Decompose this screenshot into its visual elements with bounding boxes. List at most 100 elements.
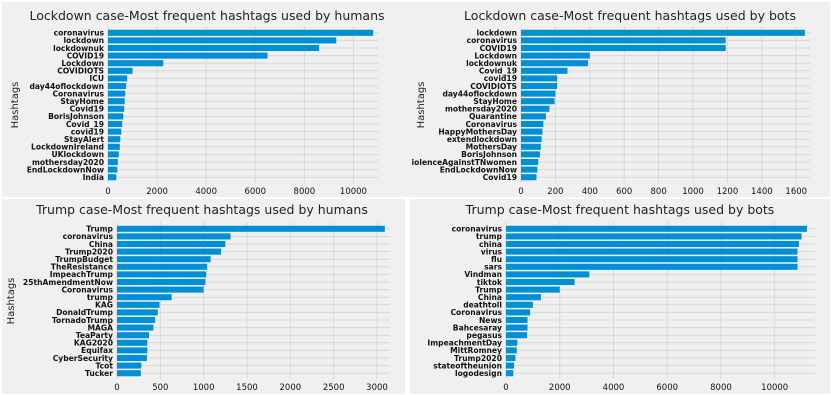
chart-svg-trump-humans: TrumpcoronavirusChinaTrump2020TrumpBudge… [6,202,390,393]
bar [506,278,575,286]
category-label: China [478,293,502,302]
bar [521,113,546,120]
category-label: TornadoTrump [52,316,114,325]
chart-title: Lockdown case-Most frequent hashtags use… [464,8,796,23]
bar [108,67,133,74]
category-label: Coronavirus [52,89,104,98]
x-tick-label: 2500 [323,383,345,393]
x-tick-label: 0 [105,187,110,197]
category-label: TheResistance [51,263,113,272]
x-tick-label: 1500 [236,383,258,393]
category-label: 25thAmendmentNow [23,278,113,287]
category-label: ImpeachTrump [50,270,114,279]
x-tick-label: 2000 [549,383,571,393]
category-label: lockdown [477,29,517,38]
bar [108,52,268,59]
category-label: coronavirus [467,36,518,45]
x-tick-label: 0 [114,383,119,393]
bar [117,294,172,301]
chart-svg-trump-bots: coronavirustrumpchinavirusflusarsVindman… [427,202,815,393]
bar [117,233,231,240]
bar [521,82,558,90]
category-label: coronavirus [54,29,105,38]
category-label: coronavirus [63,232,114,241]
bar [521,67,568,74]
category-label: TeaParty [76,331,113,340]
bar [108,44,320,52]
category-label: lockdown [64,36,104,45]
chart-panel-trump-humans: Trump coronavirus China Trump2020 TrumpBudge… [2,199,405,394]
chart-svg-lockdown-bots: lockdowncoronavirusCOVID19Lockdownlockdo… [412,8,810,197]
bar [521,136,542,143]
bar [521,105,550,112]
x-tick-label: 2000 [280,383,302,393]
category-label: CyberSecurity [53,354,113,363]
bar [506,301,533,308]
x-tick-label: 500 [152,383,168,393]
bar [506,294,541,301]
bar [108,60,164,67]
category-label: Equifax [81,346,113,355]
bar [108,174,117,181]
category-label: KAG [95,301,113,310]
bar [506,347,517,354]
bar [506,339,518,346]
bar [506,362,515,369]
x-tick-label: 6000 [244,187,266,197]
x-tick-label: 400 [582,187,598,197]
bar [506,370,514,377]
category-label: EndLockdownNow [27,165,104,174]
bar [506,309,531,316]
category-label: KAG2020 [74,339,113,348]
bar [117,354,147,362]
category-label: lockdownuk [466,59,518,68]
bar [521,158,539,166]
category-label: StayHome [60,97,104,106]
category-label: Coronavirus [450,308,502,317]
category-label: mothersday2020 [32,158,104,167]
x-tick-label: 1400 [751,187,773,197]
bar [117,316,156,324]
bar [117,339,148,346]
x-tick-label: 600 [616,187,632,197]
x-tick-label: 10000 [761,383,788,393]
category-label: DonaldTrump [56,308,113,317]
category-label: Covid19 [483,173,517,182]
bar [521,98,555,105]
bar [521,174,537,181]
category-label: COVID19 [67,51,104,60]
bar [108,120,123,128]
category-label: Quarantine [469,112,517,121]
bar [521,151,540,158]
category-label: Bahcesaray [453,323,502,332]
bar [117,332,150,339]
category-label: Tcot [95,361,113,370]
category-label: News [479,316,503,325]
bar [117,309,158,316]
bar [108,143,120,150]
bar [108,128,122,135]
category-label: covid19 [484,74,517,83]
bar [506,286,560,293]
bar [108,105,125,112]
category-label: Tucker [85,369,113,378]
category-label: Trump2020 [65,247,113,256]
category-label: EndLockdownNow [440,165,517,174]
category-label: Vindman [464,270,502,279]
category-label: LockdownIreland [31,143,104,152]
category-label: MittRomney [450,346,502,355]
bar [108,113,124,120]
x-tick-label: 4000 [603,383,625,393]
bar [117,240,226,248]
category-label: StayHome [473,97,517,106]
category-label: Trump [475,285,502,294]
category-label: BorisJohnson [461,150,517,159]
category-label: pegasus [466,331,502,340]
chart-title: Lockdown case-Most frequent hashtags use… [29,8,384,23]
category-label: Trump2020 [454,354,502,363]
x-tick-label: 2000 [146,187,168,197]
bar [506,332,527,339]
bar [521,37,726,44]
bar [117,225,385,232]
bar [117,286,204,293]
